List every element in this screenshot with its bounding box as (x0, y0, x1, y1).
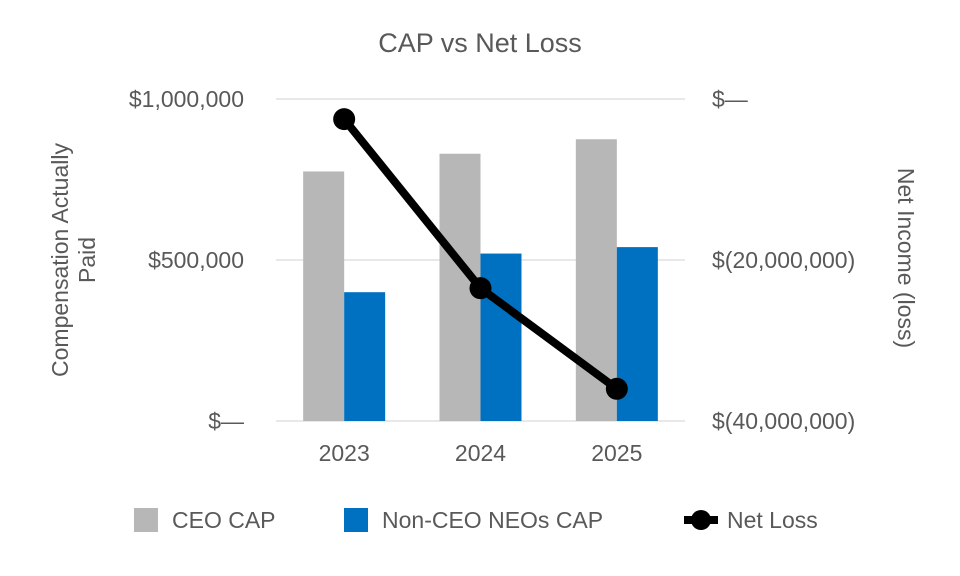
left-axis-ticks: $1,000,000 $500,000 $— (129, 86, 244, 434)
legend-ceo-label: CEO CAP (172, 507, 276, 533)
legend: CEO CAP Non-CEO NEOs CAP Net Loss (134, 507, 818, 533)
net-loss-point (333, 108, 356, 131)
x-axis-ticks: 2023 2024 2025 (319, 440, 643, 466)
legend-net-loss-marker (691, 510, 711, 530)
legend-non-ceo-label: Non-CEO NEOs CAP (382, 507, 603, 533)
x-tick-label: 2025 (591, 440, 642, 466)
left-axis-title: Compensation ActuallyPaid (47, 143, 100, 377)
left-tick-label: $1,000,000 (129, 86, 244, 112)
legend-ceo-swatch (134, 508, 158, 532)
non-ceo-cap-bar (344, 292, 386, 421)
right-axis-ticks: $— $(20,000,000) $(40,000,000) (712, 86, 855, 434)
ceo-cap-bar (303, 171, 345, 421)
chart-title: CAP vs Net Loss (378, 28, 582, 58)
x-tick-label: 2023 (319, 440, 370, 466)
x-tick-label: 2024 (455, 440, 506, 466)
left-tick-label: $500,000 (148, 247, 244, 273)
net-loss-point (605, 377, 628, 400)
non-ceo-cap-bar (480, 253, 522, 421)
right-tick-label: $(20,000,000) (712, 247, 855, 273)
right-axis-title: Net Income (loss) (893, 168, 919, 348)
right-tick-label: $— (712, 86, 748, 112)
net-loss-line (333, 108, 628, 400)
ceo-cap-bar (575, 139, 617, 421)
legend-non-ceo-swatch (344, 508, 368, 532)
left-tick-label: $— (208, 408, 244, 434)
right-tick-label: $(40,000,000) (712, 408, 855, 434)
net-loss-point (469, 277, 492, 300)
bars (303, 139, 658, 422)
legend-net-loss-label: Net Loss (727, 507, 818, 533)
